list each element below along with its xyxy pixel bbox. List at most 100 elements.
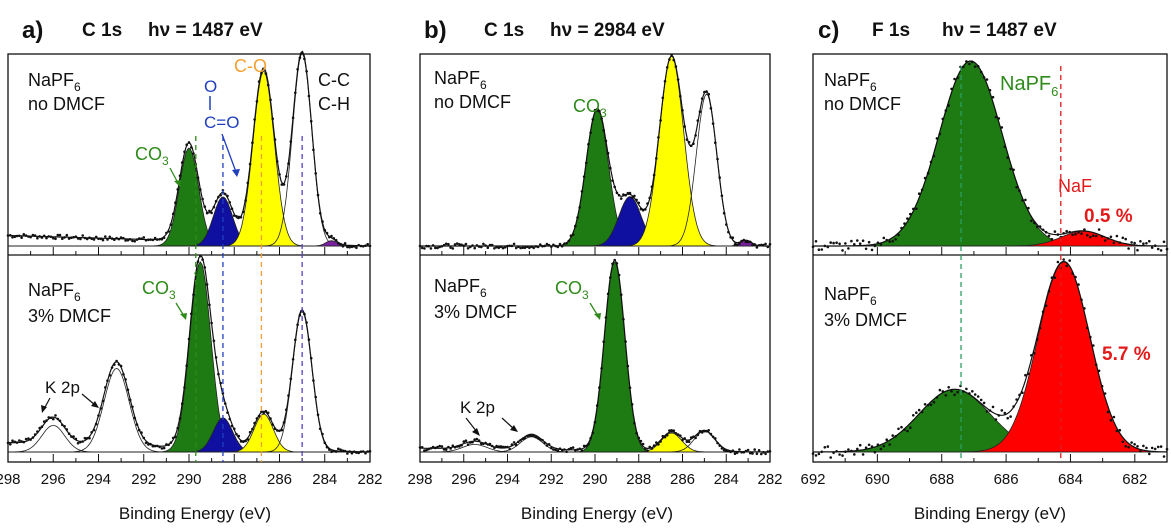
panel-b-data-point: [718, 444, 721, 447]
panel-c-data-point: [876, 241, 880, 244]
panel-c-data-point: [1044, 230, 1048, 234]
panel-a-data-point: [199, 254, 202, 258]
panel-c-data-point: [856, 239, 859, 242]
panel-c-data-point: [858, 242, 862, 245]
panel-a-data-point: [67, 432, 71, 436]
panel-b-data-point: [569, 446, 573, 450]
panel-b-data-point: [595, 109, 599, 112]
panel-c-data-point: [912, 207, 915, 211]
panel-a-data-point: [156, 238, 159, 241]
panel-b-data-point: [705, 429, 708, 433]
panel-b-data-point: [672, 429, 676, 433]
panel-b-data-point: [720, 447, 724, 450]
panel-c-core-level: F 1s: [872, 20, 910, 41]
panel-a-data-point: [131, 405, 134, 409]
panel-a-data-point: [70, 236, 73, 239]
panel-b-tick-label: 290: [582, 471, 607, 488]
panel-c-data-point: [856, 447, 859, 451]
panel-a-k2p-label: K 2p: [45, 378, 80, 397]
panel-c-data-point: [944, 109, 948, 112]
panel-c-data-point: [991, 405, 995, 409]
panel-a-top-sample-label: NaPF6: [28, 70, 81, 94]
panel-b-data-point: [523, 436, 527, 440]
panel-a-data-point: [27, 437, 30, 440]
panel-c-data-point: [817, 248, 821, 251]
panel-b-data-point: [764, 452, 767, 456]
panel-a-data-point: [239, 216, 243, 219]
panel-a-data-point: [291, 358, 295, 361]
panel-a-top-component-peak: [8, 240, 370, 247]
panel-b-data-point: [674, 432, 678, 435]
panel-c-data-point: [1071, 233, 1074, 237]
panel-b-k2p-arrowhead-1: [472, 428, 480, 436]
panel-c-data-point: [1089, 235, 1092, 239]
panel-c-data-point: [879, 447, 883, 451]
panel-a-data-point: [40, 425, 44, 429]
panel-b-data-point: [477, 245, 481, 248]
panel-a-data-point: [122, 236, 125, 240]
panel-c-data-point: [1041, 310, 1045, 314]
panel-a-data-point: [260, 410, 263, 414]
panel-a-data-point: [187, 141, 191, 144]
panel-a-data-point: [67, 237, 71, 240]
panel-c-data-point: [1136, 248, 1139, 252]
panel-b-data-point: [427, 447, 431, 451]
panel-b-data-point: [727, 230, 730, 234]
panel-b-data-point: [536, 437, 540, 440]
panel-c-data-point: [870, 445, 874, 448]
panel-b-labels: NaPF6 no DMCF CO3 NaPF6 3% DMCF CO3 K 2p: [434, 68, 607, 436]
panel-b-data-point: [466, 443, 470, 446]
panel-a-data-point: [61, 237, 64, 240]
panel-a-data-point: [242, 210, 245, 214]
panel-b-bottom-co3-arrowhead: [594, 313, 601, 320]
panel-b-data-point: [434, 246, 437, 250]
panel-b-data-point: [484, 441, 487, 445]
panel-c-data-point: [903, 222, 906, 225]
panel-b-data-point: [725, 449, 728, 453]
panel-c-data-point: [811, 452, 815, 456]
panel-b-data-point: [729, 236, 732, 239]
panel-b-data-point: [637, 436, 641, 440]
panel-a-data-point: [330, 450, 333, 454]
panel-b-data-point: [709, 107, 713, 110]
panel-c-data-point: [1027, 206, 1030, 210]
panel-b-data-point: [436, 246, 439, 250]
panel-c-data-point: [947, 386, 950, 389]
panel-a-data-point: [239, 440, 243, 443]
panel-a-data-point: [271, 117, 275, 120]
panel-a-data-point: [208, 209, 211, 213]
panel-c-data-point: [988, 88, 992, 92]
panel-b-data-point: [613, 185, 616, 189]
panel-a-data-point: [359, 450, 363, 454]
panel-a-data-point: [352, 450, 356, 454]
panel-b-tick-label: 282: [757, 471, 782, 488]
panel-b-data-point: [556, 449, 560, 453]
panel-c-data-point: [885, 438, 888, 442]
panel-b-data-point: [490, 243, 494, 247]
panel-a-data-point: [79, 237, 82, 241]
panel-a-data-point: [264, 72, 268, 75]
panel-c-data-point: [1086, 233, 1089, 237]
panel-b-data-point: [672, 58, 676, 62]
panel-a-data-point: [214, 199, 218, 203]
panel-a-tick-label: 286: [267, 471, 292, 488]
panel-a-data-point: [303, 57, 306, 61]
panel-a-tick-label: 282: [357, 471, 382, 488]
panel-a-data-point: [156, 444, 159, 448]
panel-a-data-point: [266, 411, 270, 415]
panel-c-data-point: [861, 239, 865, 242]
panel-c-data-point: [835, 241, 838, 244]
panel-b-bottom-condition: 3% DMCF: [434, 302, 517, 322]
panel-a-data-point: [117, 237, 121, 241]
panel-c-data-point: [858, 443, 862, 447]
panel-b-data-point: [617, 273, 621, 277]
panel-a-top-condition: no DMCF: [28, 94, 105, 114]
panel-b-data-point: [593, 420, 597, 424]
panel-a-data-point: [337, 242, 340, 245]
panel-a-data-point: [76, 441, 80, 445]
panel-b-data-point: [661, 96, 665, 100]
panel-b-data-point: [764, 242, 767, 246]
panel-a-data-point: [262, 68, 266, 72]
panel-a-data-point: [305, 321, 308, 324]
panel-c-data-point: [1038, 225, 1042, 228]
